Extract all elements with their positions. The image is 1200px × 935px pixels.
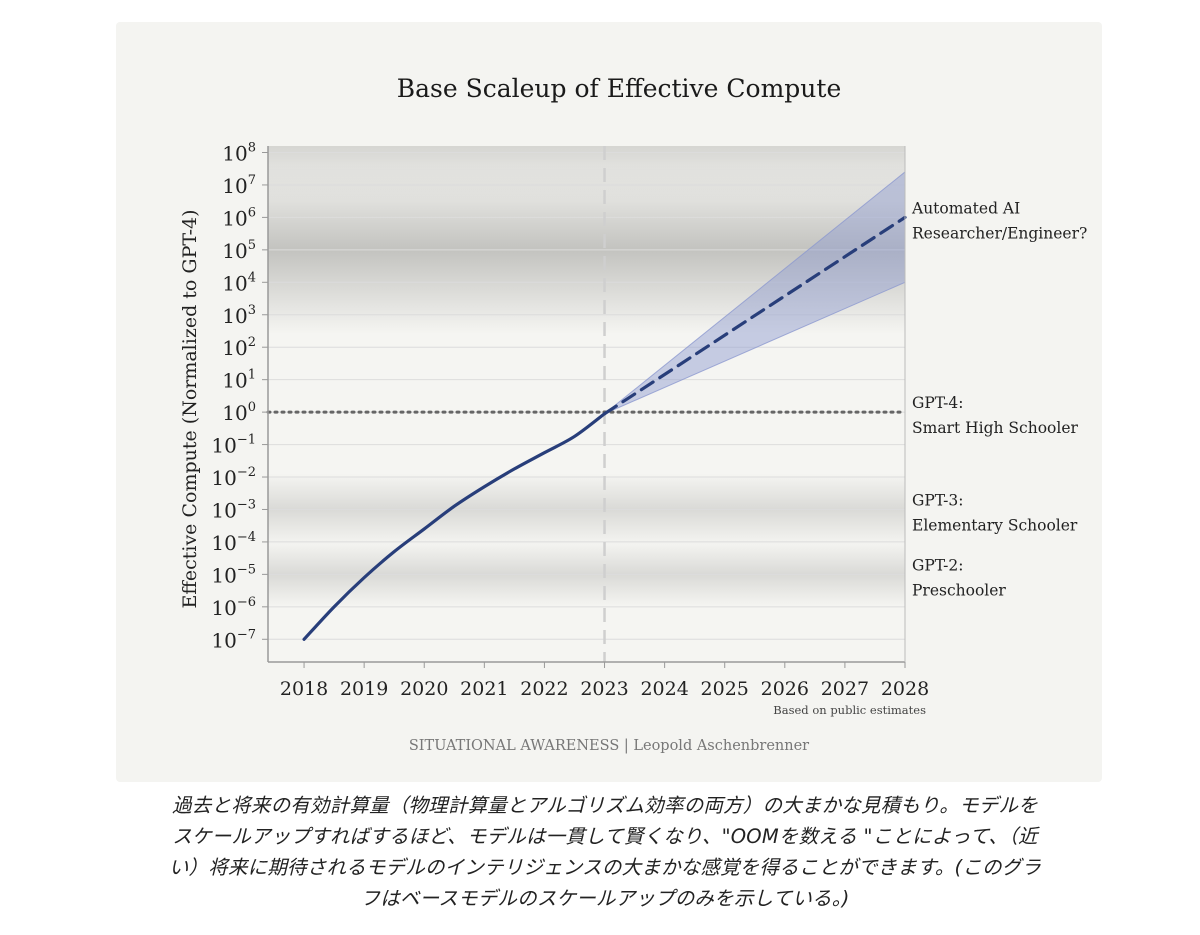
y-tick-label: 108 [222, 140, 256, 165]
x-tick-label: 2027 [821, 678, 869, 700]
level-label: Preschooler [912, 581, 1006, 599]
x-tick-label: 2026 [761, 678, 809, 700]
gridlines [268, 151, 905, 640]
level-label: Researcher/Engineer? [912, 224, 1087, 242]
y-tick-label: 10−2 [211, 465, 256, 490]
x-tick-label: 2021 [460, 678, 508, 700]
y-tick-label: 101 [222, 368, 256, 393]
caption-line: スケールアップすればするほど、モデルは一貫して賢くなり、"OOMを数える "こと… [172, 825, 1038, 848]
plot-background [268, 146, 905, 662]
y-tick-label: 104 [222, 270, 256, 295]
figure-card: 108 107 106 105 104 103 102 101 100 10−1 10−2 10−3 1… [116, 22, 1102, 782]
x-tick-label: 2025 [701, 678, 749, 700]
chart: 108 107 106 105 104 103 102 101 100 10−1 10−2 10−3 1… [179, 74, 1087, 754]
caption-line: 過去と将来の有効計算量（物理計算量とアルゴリズム効率の両方）の大まかな見積もり。… [172, 794, 1038, 817]
y-tick-label: 10−6 [211, 595, 256, 620]
source-credit: SITUATIONAL AWARENESS | Leopold Aschenbr… [409, 738, 809, 754]
x-tick-label: 2024 [640, 678, 688, 700]
y-tick-label: 10−7 [211, 627, 256, 652]
figure-caption: 過去と将来の有効計算量（物理計算量とアルゴリズム効率の両方）の大まかな見積もり。… [110, 790, 1100, 914]
x-tick-label: 2019 [340, 678, 388, 700]
level-label: GPT-2: [912, 556, 963, 574]
shaded-region [268, 146, 905, 202]
level-label: GPT-4: [912, 394, 963, 412]
axes: 108 107 106 105 104 103 102 101 100 10−1 10−2 10−3 1… [211, 140, 1087, 700]
level-label: Smart High Schooler [912, 419, 1079, 437]
y-tick-label: 10−5 [211, 562, 256, 587]
x-tick-label: 2022 [520, 678, 568, 700]
caption-line: フはベースモデルのスケールアップのみを示している。) [360, 887, 850, 910]
y-tick-label: 105 [222, 238, 256, 263]
y-tick-label: 10−1 [211, 433, 256, 458]
y-tick-label: 107 [222, 173, 256, 198]
y-tick-label: 10−3 [211, 497, 256, 522]
y-tick-label: 102 [222, 335, 256, 360]
y-tick-label: 10−4 [211, 530, 256, 555]
level-label: Automated AI [911, 199, 1020, 217]
x-tick-label: 2028 [881, 678, 929, 700]
y-tick-label: 106 [222, 205, 256, 230]
caption-line: い）将来に期待されるモデルのインテリジェンスの大まかな感覚を得ることができます。… [168, 856, 1042, 879]
y-tick-label: 103 [222, 303, 256, 328]
x-tick-label: 2023 [580, 678, 628, 700]
level-label: Elementary Schooler [912, 516, 1078, 534]
x-tick-label: 2018 [280, 678, 328, 700]
level-label: GPT-3: [912, 491, 963, 509]
projected-series-line [602, 215, 907, 416]
marks [266, 146, 907, 662]
chart-title: Base Scaleup of Effective Compute [397, 74, 842, 103]
source-note: Based on public estimates [773, 703, 926, 717]
historical-series-line [302, 412, 607, 641]
y-tick-label: 100 [222, 400, 256, 425]
x-tick-label: 2020 [400, 678, 448, 700]
y-axis-label: Effective Compute (Normalized to GPT-4) [179, 209, 201, 608]
